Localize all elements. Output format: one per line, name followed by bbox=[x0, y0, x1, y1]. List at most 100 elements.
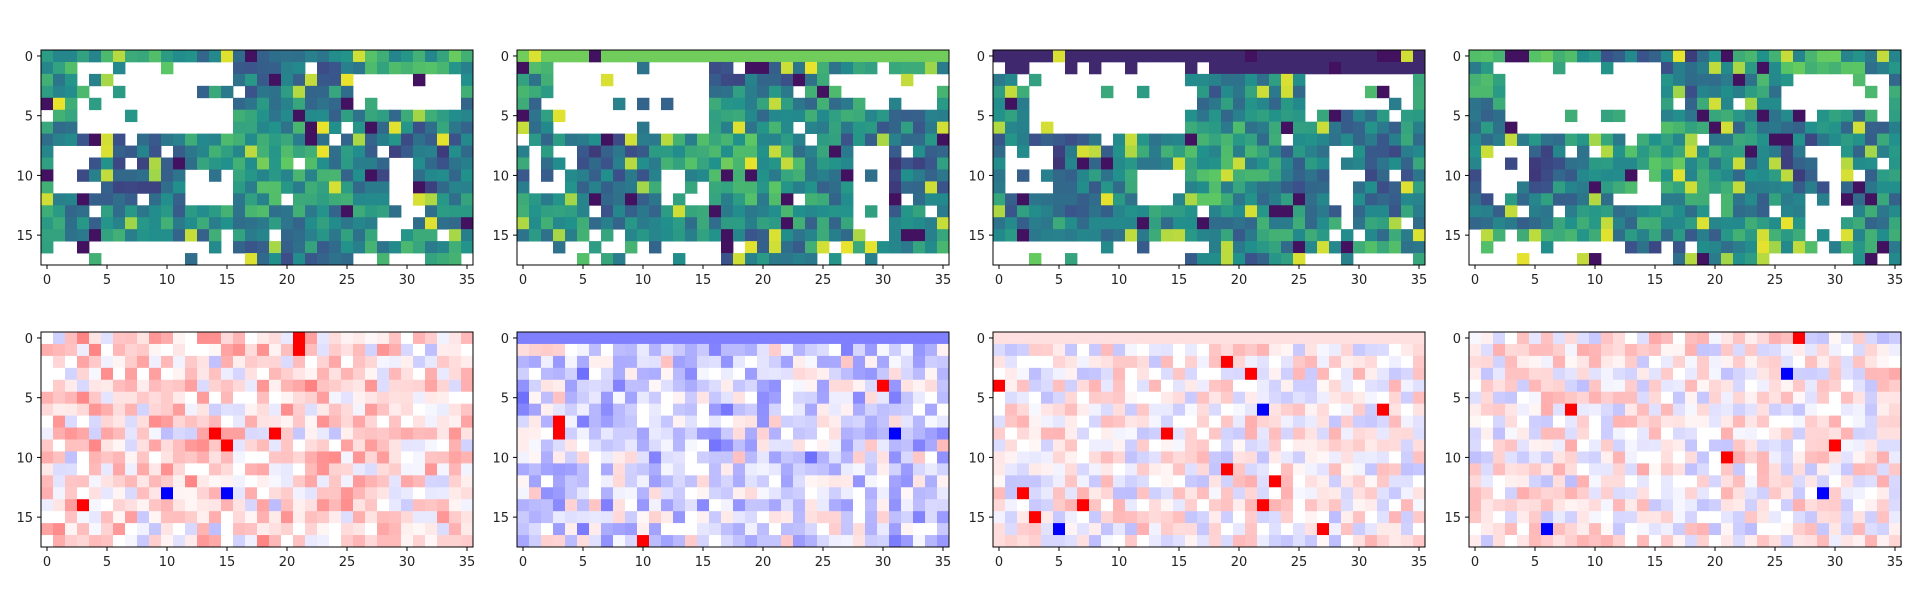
heatmap-cell bbox=[1125, 355, 1138, 369]
heatmap-cell bbox=[1793, 109, 1806, 123]
heatmap-cell bbox=[1757, 439, 1770, 452]
heatmap-cell bbox=[1137, 499, 1150, 512]
heatmap-cell bbox=[1053, 439, 1066, 452]
heatmap-cell bbox=[1565, 367, 1578, 381]
y-tick-label: 0 bbox=[977, 332, 985, 347]
heatmap-cell bbox=[1257, 145, 1270, 158]
heatmap-cell bbox=[1613, 217, 1626, 230]
heatmap-cell bbox=[1697, 229, 1710, 242]
heatmap-cell bbox=[1673, 133, 1686, 146]
heatmap-cell bbox=[601, 415, 614, 428]
heatmap-cell bbox=[257, 535, 270, 548]
heatmap-cell bbox=[661, 97, 674, 111]
heatmap-cell bbox=[1601, 343, 1614, 357]
heatmap-cell bbox=[589, 439, 602, 452]
heatmap-cell bbox=[993, 391, 1006, 405]
heatmap-cell bbox=[1493, 427, 1506, 440]
heatmap-cell bbox=[1853, 475, 1866, 488]
heatmap-cell bbox=[1781, 157, 1794, 170]
heatmap-cell bbox=[1673, 499, 1686, 512]
heatmap-cell bbox=[101, 133, 114, 146]
heatmap-cell bbox=[1661, 367, 1674, 381]
heatmap-cell bbox=[1541, 193, 1554, 206]
heatmap-cell bbox=[1101, 451, 1114, 464]
heatmap-cell bbox=[1341, 121, 1354, 135]
heatmap-cell bbox=[1529, 487, 1542, 500]
heatmap-cell bbox=[1733, 355, 1746, 369]
heatmap-cell bbox=[1413, 229, 1426, 242]
heatmap-cell bbox=[757, 217, 770, 230]
heatmap-cell bbox=[1841, 403, 1854, 417]
heatmap-cell bbox=[1065, 391, 1078, 405]
heatmap-cell bbox=[1757, 205, 1770, 218]
heatmap-cell bbox=[1125, 415, 1138, 428]
heatmap-cell bbox=[1529, 511, 1542, 524]
heatmap-cell bbox=[305, 427, 318, 440]
heatmap-cell bbox=[1841, 133, 1854, 146]
heatmap-cell bbox=[197, 427, 210, 440]
heatmap-cell bbox=[305, 85, 318, 99]
heatmap-cell bbox=[1185, 169, 1198, 182]
heatmap-cell bbox=[101, 193, 114, 206]
heatmap-cell bbox=[1221, 109, 1234, 123]
heatmap-cell bbox=[185, 50, 198, 63]
heatmap-cell bbox=[149, 217, 162, 230]
heatmap-cell bbox=[389, 332, 402, 345]
heatmap-cell bbox=[437, 511, 450, 524]
heatmap-cell bbox=[1221, 229, 1234, 242]
heatmap-cell bbox=[1077, 181, 1090, 194]
heatmap-cell bbox=[1625, 475, 1638, 488]
heatmap-cell bbox=[365, 355, 378, 369]
heatmap-cell bbox=[317, 61, 330, 75]
heatmap-cell bbox=[449, 50, 462, 63]
heatmap-cell bbox=[149, 487, 162, 500]
heatmap-cell bbox=[673, 133, 686, 146]
heatmap-cell bbox=[77, 50, 90, 63]
heatmap-cell bbox=[1245, 511, 1258, 524]
heatmap-cell bbox=[1781, 61, 1794, 75]
heatmap-cell bbox=[341, 391, 354, 405]
heatmap-cell bbox=[1793, 205, 1806, 218]
heatmap-cell bbox=[1733, 367, 1746, 381]
heatmap-cell bbox=[721, 85, 734, 99]
heatmap-cell bbox=[1769, 403, 1782, 417]
heatmap-cell bbox=[1805, 451, 1818, 464]
heatmap-cell bbox=[1053, 367, 1066, 381]
heatmap-cell bbox=[1293, 487, 1306, 500]
heatmap-cell bbox=[721, 511, 734, 524]
heatmap-cell bbox=[1317, 379, 1330, 393]
heatmap-cell bbox=[721, 50, 734, 63]
heatmap-cell bbox=[697, 475, 710, 488]
heatmap-cell bbox=[317, 403, 330, 417]
heatmap-cell bbox=[1137, 523, 1150, 536]
heatmap-cell bbox=[1389, 523, 1402, 536]
heatmap-cell bbox=[425, 535, 438, 548]
heatmap-cell bbox=[577, 451, 590, 464]
heatmap-cell bbox=[1601, 475, 1614, 488]
heatmap-cell bbox=[125, 145, 138, 158]
heatmap-cell bbox=[577, 511, 590, 524]
heatmap-cell bbox=[1209, 193, 1222, 206]
heatmap-cell bbox=[829, 217, 842, 230]
heatmap-cell bbox=[1365, 157, 1378, 170]
heatmap-cell bbox=[1413, 157, 1426, 170]
heatmap-cell bbox=[1029, 475, 1042, 488]
heatmap-cell bbox=[1209, 355, 1222, 369]
heatmap-cell bbox=[1365, 133, 1378, 146]
heatmap-cell bbox=[341, 205, 354, 218]
heatmap-cell bbox=[625, 343, 638, 357]
heatmap-cell bbox=[601, 253, 614, 266]
heatmap-cell bbox=[553, 499, 566, 512]
heatmap-cell bbox=[913, 487, 926, 500]
y-tick-label: 5 bbox=[25, 392, 33, 407]
heatmap-cell bbox=[1209, 391, 1222, 405]
heatmap-cell bbox=[757, 181, 770, 194]
heatmap-cell bbox=[697, 427, 710, 440]
heatmap-cell bbox=[341, 499, 354, 512]
heatmap-cell bbox=[377, 451, 390, 464]
heatmap-cell bbox=[197, 133, 210, 146]
heatmap-cell bbox=[733, 379, 746, 393]
heatmap-cell bbox=[637, 487, 650, 500]
heatmap-cell bbox=[89, 379, 102, 393]
